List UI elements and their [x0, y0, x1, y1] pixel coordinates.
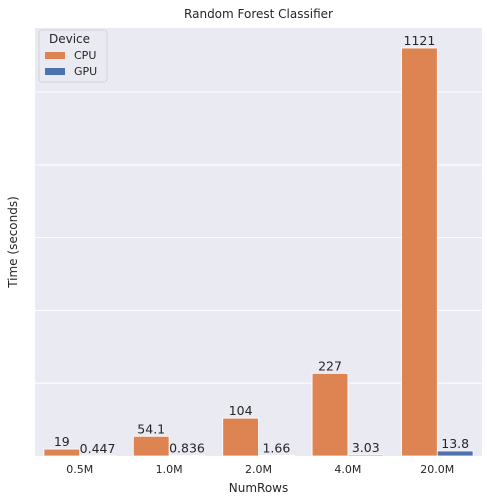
bar-cpu	[222, 417, 259, 457]
x-tick-label: 0.5M	[66, 463, 93, 476]
bars: 19 0.447 54.1 0.836 104 1.66 227 3.03 1121 13.8	[43, 33, 474, 457]
bar-gpu	[168, 455, 206, 457]
data-label-gpu: 3.03	[352, 440, 380, 455]
legend-label-cpu: CPU	[74, 49, 96, 62]
data-label-gpu: 1.66	[262, 440, 290, 455]
legend: Device CPU GPU	[38, 29, 108, 83]
x-tick-label: 4.0M	[334, 463, 361, 476]
bar-gpu	[436, 450, 474, 457]
legend-title: Device	[49, 32, 90, 46]
x-tick-label: 1.0M	[156, 463, 183, 476]
x-tick-labels: 0.5M 1.0M 2.0M 4.0M 20.0M	[66, 463, 454, 476]
x-tick-label: 2.0M	[245, 463, 272, 476]
bar-cpu	[401, 47, 438, 457]
x-tick-label: 20.0M	[420, 463, 454, 476]
x-axis-title: NumRows	[229, 481, 288, 495]
bar-gpu	[258, 454, 295, 457]
data-label-gpu: 0.836	[169, 441, 205, 456]
legend-swatch-gpu	[45, 68, 65, 75]
bar-cpu	[311, 372, 349, 457]
bar-gpu	[79, 455, 116, 457]
data-label-cpu: 19	[54, 434, 70, 449]
chart-title: Random Forest Classifier	[184, 7, 333, 21]
data-label-cpu: 1121	[404, 33, 436, 48]
bar-gpu	[347, 454, 385, 457]
legend-label-gpu: GPU	[74, 65, 97, 78]
data-label-cpu: 104	[229, 403, 253, 418]
data-label-cpu: 54.1	[137, 421, 165, 436]
data-label-gpu: 0.447	[80, 441, 116, 456]
data-label-gpu: 13.8	[441, 436, 469, 451]
legend-swatch-cpu	[45, 52, 65, 59]
bar-cpu	[43, 448, 81, 457]
y-axis-title: Time (seconds)	[6, 196, 20, 289]
data-label-cpu: 227	[318, 358, 342, 373]
bar-cpu	[132, 435, 170, 457]
legend-items: CPU GPU	[45, 49, 97, 78]
